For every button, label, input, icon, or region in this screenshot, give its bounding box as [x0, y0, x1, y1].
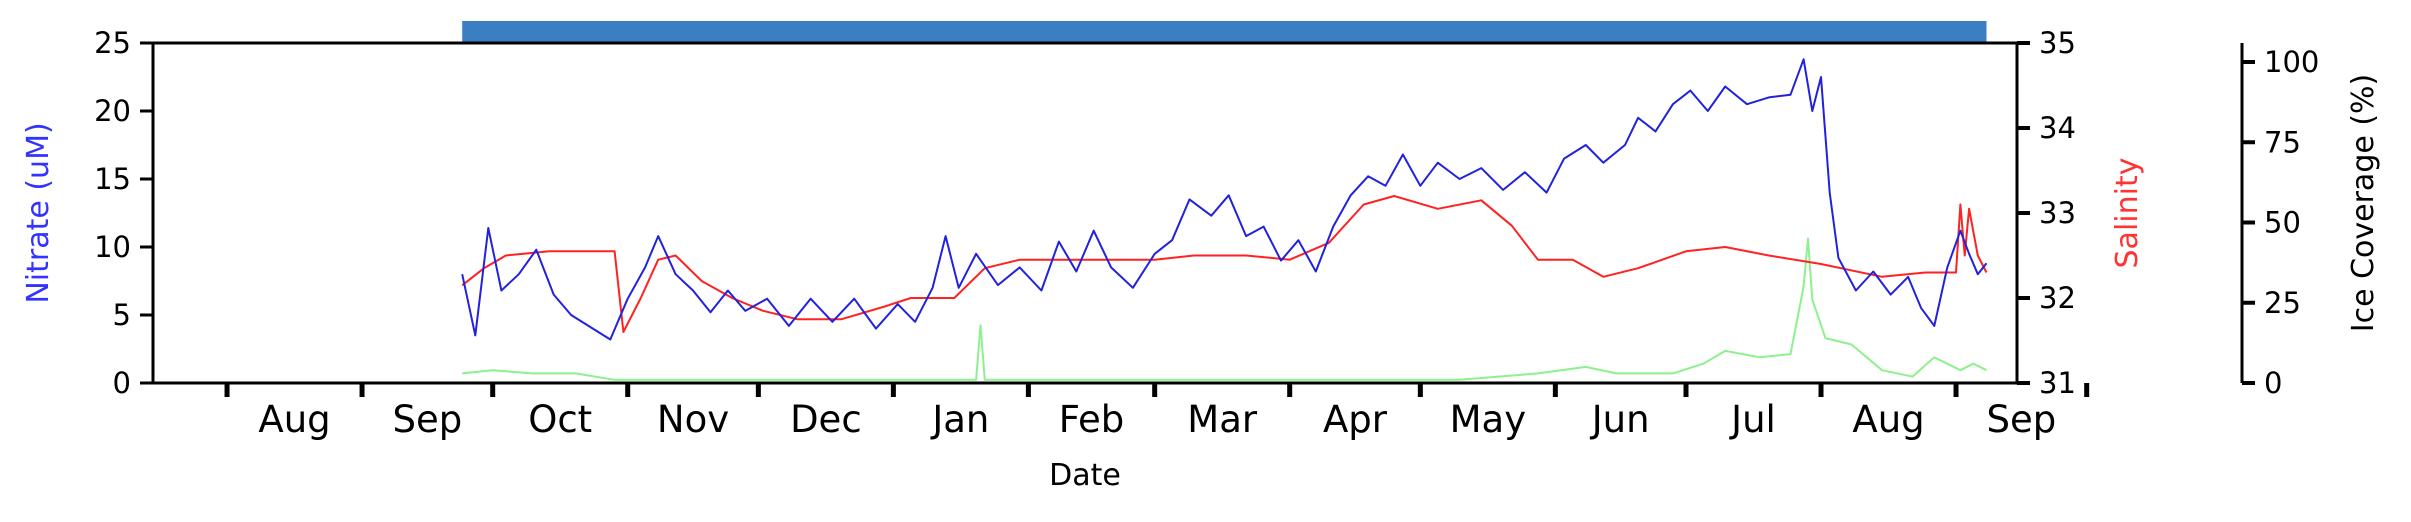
x-tick-label: Dec — [790, 398, 862, 441]
x-tick-label: May — [1450, 398, 1527, 441]
y-ice-axis-label: Ice Coverage (%) — [2346, 74, 2381, 333]
coverage-bar-fill — [462, 21, 1987, 42]
axes: 0 5 10 15 20 25 31 32 33 34 35 0 25 50 75 100 Aug Sep Oct N… — [94, 26, 2319, 441]
y-right-tick-label: 31 — [2039, 366, 2076, 400]
plot-frame — [151, 41, 2019, 385]
y-left-tick-label: 25 — [94, 26, 131, 60]
y-ice-tick-label: 25 — [2264, 286, 2301, 320]
y-ice-tick-label: 75 — [2264, 125, 2301, 159]
y-right-tick-label: 32 — [2039, 281, 2076, 315]
x-tick-label: Jan — [930, 398, 989, 441]
y-left-tick-label: 5 — [113, 298, 131, 332]
y-ice-tick-label: 100 — [2264, 45, 2319, 79]
x-tick-label: Jun — [1590, 398, 1650, 441]
y-left-axis-label: Nitrate (uM) — [21, 122, 56, 303]
x-axis-label: Date — [1049, 458, 1121, 493]
x-tick-label: Apr — [1323, 398, 1388, 441]
y-ice-tick-label: 50 — [2264, 206, 2301, 240]
x-tick-label: Aug — [1852, 398, 1924, 441]
x-tick-label: Jul — [1729, 398, 1776, 441]
x-tick-label: Nov — [657, 398, 729, 441]
y-right-tick-label: 34 — [2039, 111, 2076, 145]
series-line-right — [461, 195, 1988, 333]
x-tick-label: Sep — [392, 398, 462, 441]
series-line-far_right — [462, 237, 1987, 381]
x-tick-label: Sep — [1986, 398, 2056, 441]
y-ice-tick-label: 0 — [2264, 366, 2282, 400]
y-left-tick-label: 15 — [94, 162, 131, 196]
x-tick-label: Aug — [258, 398, 330, 441]
y-right-tick-label: 33 — [2039, 196, 2076, 230]
y-left-tick-label: 20 — [94, 94, 131, 128]
y-right-axis-label: Salinity — [2110, 158, 2145, 269]
series-lines — [461, 58, 1988, 381]
x-tick-label: Oct — [528, 398, 592, 441]
y-left-tick-label: 0 — [113, 366, 131, 400]
y-right-tick-label: 35 — [2039, 26, 2076, 60]
y-left-tick-label: 10 — [94, 230, 131, 264]
x-tick-label: Mar — [1187, 398, 1258, 441]
coverage-bar — [462, 21, 1987, 42]
x-tick-label: Feb — [1059, 398, 1125, 441]
series-line-left — [461, 58, 1988, 341]
